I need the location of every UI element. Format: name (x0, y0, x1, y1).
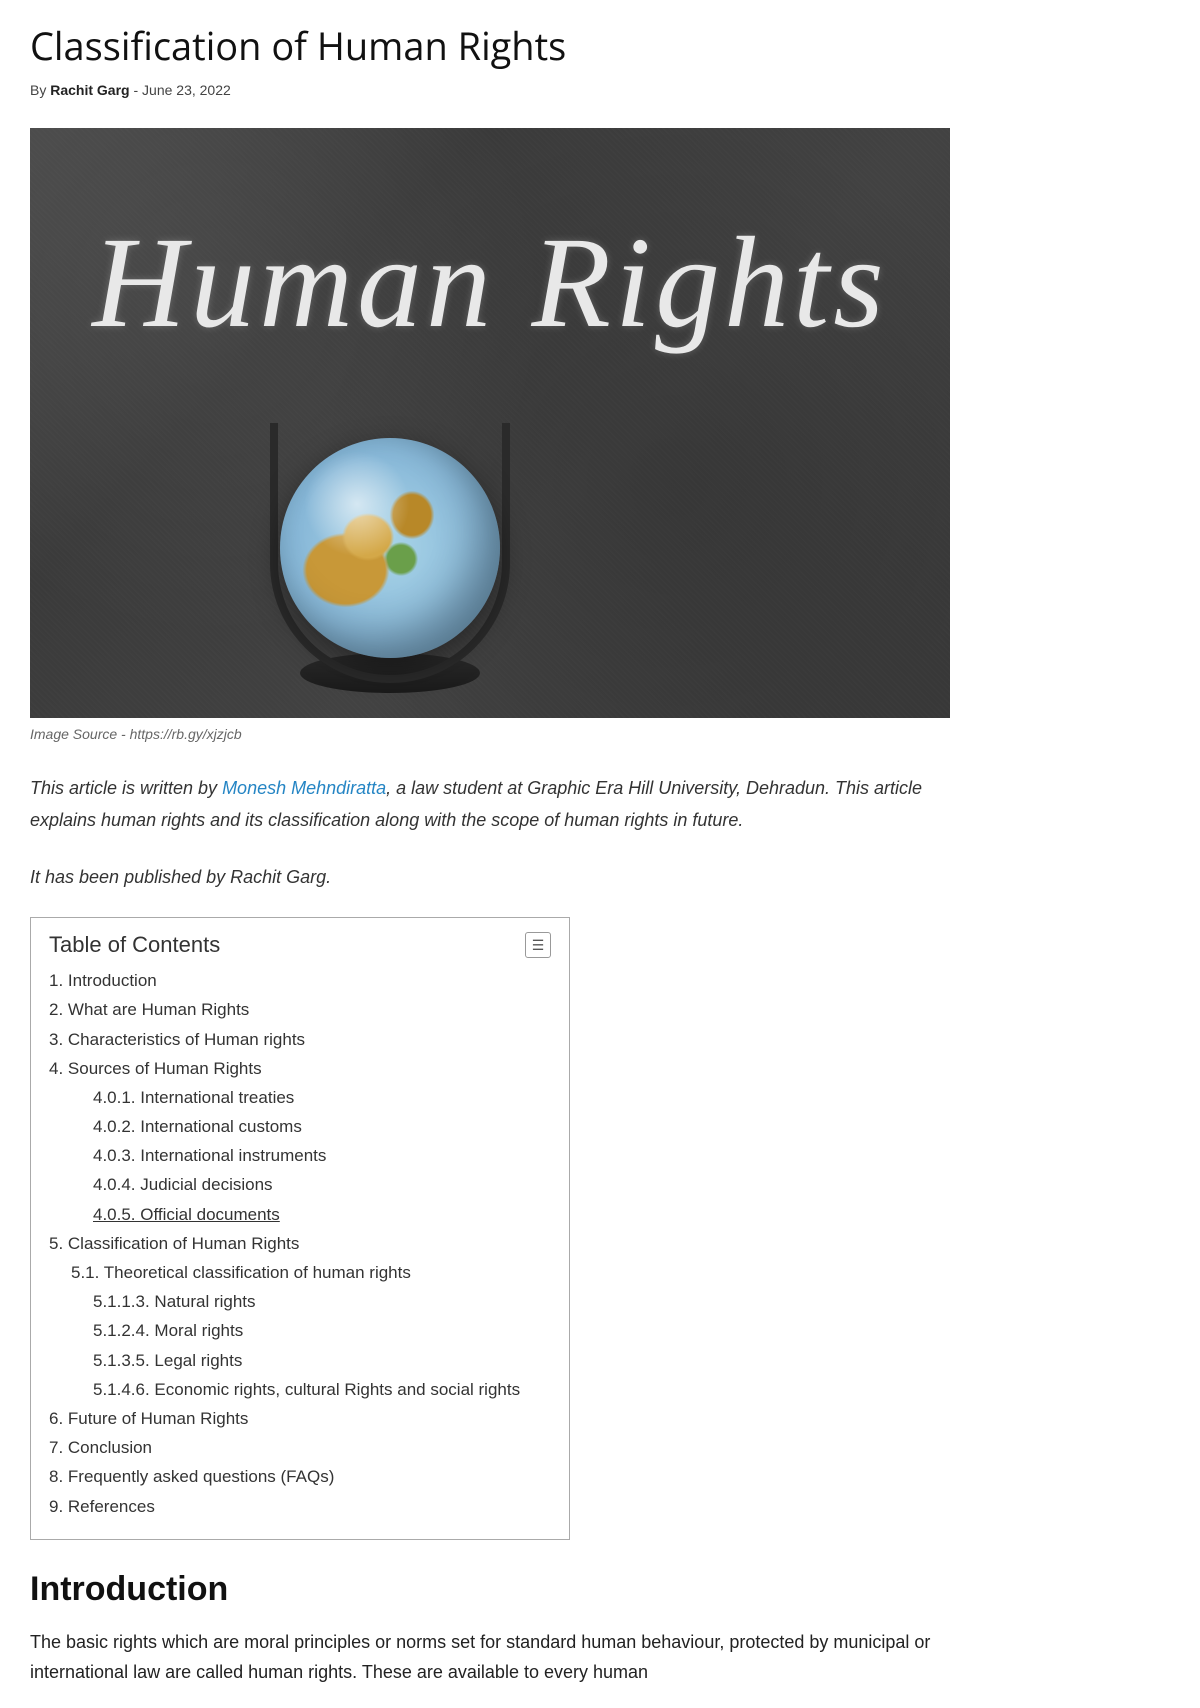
toc-item[interactable]: 5.1.2.4. Moral rights (93, 1316, 551, 1345)
toc-item[interactable]: 4.0.2. International customs (93, 1112, 551, 1141)
byline: By Rachit Garg - June 23, 2022 (30, 82, 1170, 98)
table-of-contents: Table of Contents ☰ 1. Introduction2. Wh… (30, 917, 570, 1540)
hero-image: Human Rights (30, 128, 950, 718)
published-by: It has been published by Rachit Garg. (30, 861, 950, 893)
toc-item[interactable]: 6. Future of Human Rights (49, 1404, 551, 1433)
toc-item[interactable]: 5.1.4.6. Economic rights, cultural Right… (93, 1375, 551, 1404)
toc-item[interactable]: 4. Sources of Human Rights (49, 1054, 551, 1083)
chalk-writing: Human Rights (30, 208, 950, 358)
toc-toggle-icon[interactable]: ☰ (525, 932, 551, 958)
toc-item[interactable]: 7. Conclusion (49, 1433, 551, 1462)
intro-prefix: This article is written by (30, 778, 222, 798)
toc-item[interactable]: 4.0.5. Official documents (93, 1200, 551, 1229)
article-title: Classification of Human Rights (30, 20, 1170, 72)
toc-item[interactable]: 3. Characteristics of Human rights (49, 1025, 551, 1054)
image-caption: Image Source - https://rb.gy/xjzjcb (30, 726, 1170, 742)
byline-separator: - (133, 82, 138, 98)
intro-body-paragraph: The basic rights which are moral princip… (30, 1627, 950, 1688)
hero-image-container: Human Rights (30, 128, 950, 718)
toc-item[interactable]: 4.0.3. International instruments (93, 1141, 551, 1170)
author-link[interactable]: Rachit Garg (50, 82, 129, 98)
byline-prefix: By (30, 82, 46, 98)
toc-item[interactable]: 5.1.1.3. Natural rights (93, 1287, 551, 1316)
toc-title: Table of Contents (49, 932, 220, 958)
section-heading-introduction: Introduction (30, 1570, 1170, 1609)
toc-item[interactable]: 2. What are Human Rights (49, 995, 551, 1024)
toc-item[interactable]: 1. Introduction (49, 966, 551, 995)
toc-item[interactable]: 8. Frequently asked questions (FAQs) (49, 1462, 551, 1491)
author-bio-link[interactable]: Monesh Mehndiratta (222, 778, 386, 798)
toc-item[interactable]: 9. References (49, 1492, 551, 1521)
toc-item[interactable]: 4.0.1. International treaties (93, 1083, 551, 1112)
publish-date: June 23, 2022 (142, 82, 231, 98)
intro-paragraph: This article is written by Monesh Mehndi… (30, 772, 950, 837)
toc-list: 1. Introduction2. What are Human Rights3… (49, 966, 551, 1521)
globe-illustration (260, 393, 520, 693)
toc-item[interactable]: 5.1.3.5. Legal rights (93, 1346, 551, 1375)
toc-item[interactable]: 4.0.4. Judicial decisions (93, 1170, 551, 1199)
toc-item[interactable]: 5. Classification of Human Rights (49, 1229, 551, 1258)
toc-item[interactable]: 5.1. Theoretical classification of human… (71, 1258, 551, 1287)
